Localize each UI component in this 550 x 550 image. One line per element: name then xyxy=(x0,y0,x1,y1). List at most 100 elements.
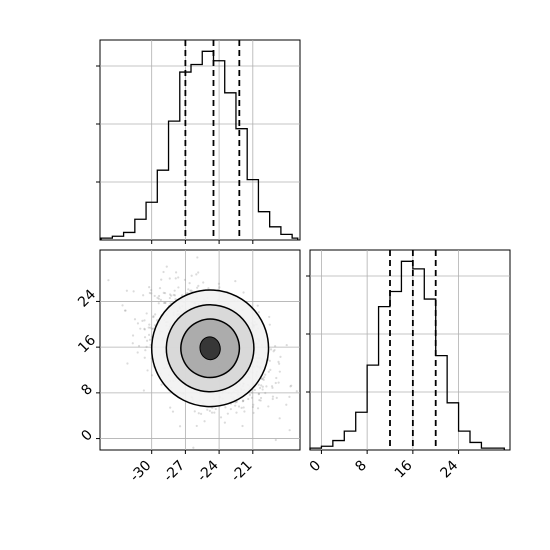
scatter-point xyxy=(162,291,165,295)
scatter-point xyxy=(152,315,155,318)
x-tick-label: -30 xyxy=(127,458,154,485)
scatter-point xyxy=(144,349,147,352)
scatter-point xyxy=(235,411,238,414)
scatter-point xyxy=(257,383,260,386)
scatter-point xyxy=(195,273,198,276)
scatter-point xyxy=(168,277,171,280)
scatter-point xyxy=(158,287,162,290)
scatter-point xyxy=(237,405,241,408)
histogram-step-line xyxy=(100,50,299,240)
scatter-point xyxy=(224,406,227,409)
scatter-point xyxy=(131,342,134,345)
scatter-point xyxy=(261,388,264,391)
scatter-point xyxy=(274,438,277,442)
scatter-point xyxy=(132,290,135,293)
scatter-point xyxy=(171,410,175,413)
scatter-point xyxy=(107,279,110,282)
scatter-point xyxy=(139,327,142,330)
scatter-point xyxy=(148,286,151,289)
x-tick-label: 8 xyxy=(352,458,370,476)
scatter-point xyxy=(243,410,246,413)
scatter-point xyxy=(268,323,271,326)
scatter-point xyxy=(169,406,172,409)
scatter-point xyxy=(241,400,244,403)
scatter-point xyxy=(285,343,288,347)
scatter-point xyxy=(145,345,148,348)
scatter-point xyxy=(269,348,273,351)
scatter-point xyxy=(195,424,198,428)
scatter-point xyxy=(223,421,226,424)
scatter-point xyxy=(263,376,266,379)
scatter-point xyxy=(253,388,256,392)
scatter-point xyxy=(226,412,229,415)
scatter-point xyxy=(206,408,209,411)
scatter-point xyxy=(165,265,168,268)
scatter-point xyxy=(301,361,303,363)
scatter-point xyxy=(164,301,167,305)
scatter-point xyxy=(267,405,270,408)
scatter-point xyxy=(159,298,162,301)
scatter-point xyxy=(183,278,187,281)
scatter-point xyxy=(288,429,291,432)
scatter-point xyxy=(264,373,267,376)
hist-bottom-right-frame xyxy=(309,249,511,451)
scatter-point xyxy=(274,345,277,348)
scatter-point xyxy=(275,376,278,380)
scatter-point xyxy=(268,359,271,362)
scatter-point xyxy=(278,417,281,420)
y-tick-label: 24 xyxy=(75,287,99,311)
scatter-point xyxy=(150,374,154,377)
scatter-point xyxy=(208,409,211,412)
scatter-point xyxy=(162,301,166,305)
scatter-point xyxy=(262,378,265,381)
scatter-point xyxy=(147,333,151,337)
scatter-point xyxy=(197,412,200,415)
scatter-point xyxy=(252,411,255,414)
scatter-point xyxy=(259,399,262,402)
scatter-point xyxy=(197,284,200,288)
hist-bottom-right-quantiles xyxy=(389,250,437,450)
scatter-point xyxy=(143,327,146,331)
scatter-point xyxy=(143,319,146,322)
scatter-point xyxy=(142,389,145,392)
x-tick-label: 16 xyxy=(392,457,416,481)
scatter-point xyxy=(145,339,149,342)
scatter-point xyxy=(289,385,292,388)
scatter-point xyxy=(288,395,291,399)
scatter-point xyxy=(242,399,245,403)
scatter-point xyxy=(174,271,178,274)
scatter-point xyxy=(264,391,267,395)
x-tick-label: -24 xyxy=(194,457,222,485)
x-tick-label: 0 xyxy=(307,458,325,476)
scatter-point xyxy=(277,381,280,384)
scatter-point xyxy=(141,319,144,322)
scatter-point xyxy=(259,396,263,400)
x-tick-label: -21 xyxy=(228,458,255,485)
scatter-point xyxy=(123,309,127,312)
contour-panel: -30 -27 -24 -21 0 8 16 24 xyxy=(75,249,303,485)
scatter-point xyxy=(258,386,262,390)
scatter-point xyxy=(177,286,180,289)
scatter-point xyxy=(173,289,176,292)
scatter-point xyxy=(143,356,146,359)
scatter-point xyxy=(143,336,147,339)
scatter-point xyxy=(260,384,263,387)
scatter-point xyxy=(150,327,154,330)
scatter-point xyxy=(271,397,274,401)
scatter-point xyxy=(213,411,216,414)
scatter-point xyxy=(174,277,177,280)
scatter-point xyxy=(160,383,163,386)
scatter-point xyxy=(100,302,102,305)
hist-top-left-quantiles xyxy=(184,40,241,240)
scatter-point xyxy=(256,407,260,410)
scatter-point xyxy=(290,384,293,387)
scatter-point xyxy=(234,404,237,407)
scatter-point xyxy=(272,350,275,353)
scatter-point xyxy=(126,362,129,365)
scatter-point xyxy=(173,294,177,297)
scatter-point xyxy=(218,286,221,289)
scatter-point xyxy=(137,344,141,348)
scatter-point xyxy=(269,368,272,372)
scatter-point xyxy=(268,315,271,319)
scatter-point xyxy=(242,291,245,294)
